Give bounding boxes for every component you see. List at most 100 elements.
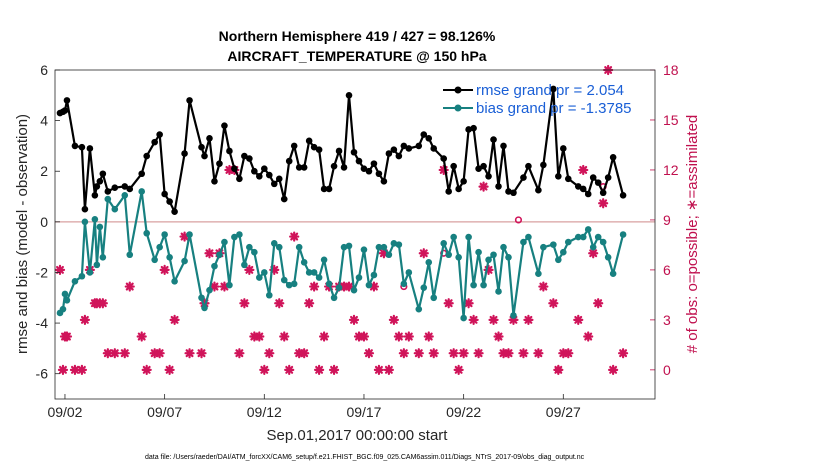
bias-point [320,256,328,264]
y2-tick-label: 9 [663,212,671,228]
assimilated-obs-marker [488,314,499,325]
bias-point [275,243,283,251]
rmse-point [440,155,448,162]
bias-point [325,280,333,288]
rmse-point [525,162,532,170]
assimilated-obs-marker [593,298,604,309]
assimilated-obs-marker [284,364,295,375]
bias-point [589,243,597,251]
bias-point [535,270,542,278]
bias-point [579,233,587,241]
bias-point [186,231,193,238]
legend-rmse-label: rmse grand pr = 2.054 [476,82,624,99]
bias-point [500,243,507,251]
bias-point [420,284,428,291]
assimilated-obs-marker [448,348,459,359]
rmse-point [121,183,129,190]
rmse-point [604,174,612,181]
rmse-point [280,195,288,203]
bias-point [604,253,612,261]
assimilated-obs-marker [373,364,385,375]
bias-point [599,238,607,246]
bias-point [360,246,368,253]
rmse-point [495,183,502,190]
assimilated-obs-marker [493,331,504,342]
rmse-point [350,148,358,156]
bias-point [156,243,163,251]
rmse-point [609,154,617,161]
bias-point [126,251,134,259]
y2-tick-label: 18 [663,62,679,78]
assimilated-obs-marker [573,314,584,325]
bias-point [560,248,567,256]
bias-point [390,240,398,247]
rmse-point [560,145,567,152]
bias-point [161,231,168,238]
y-tick-label: 6 [40,62,48,78]
assimilated-obs-marker [383,364,394,375]
rmse-point [330,162,338,170]
rmse-point [500,142,507,150]
bias-point [594,233,602,241]
rmse-point [390,146,398,154]
assimilated-obs-marker [608,364,619,375]
bias-point [138,188,146,195]
x-tick-label: 09/17 [346,404,381,420]
bias-point [485,256,492,264]
rmse-point [171,208,178,216]
rmse-point [99,170,107,178]
assimilated-obs-marker [363,348,375,359]
rmse-point [460,178,467,185]
y-tick-label: -4 [36,315,49,331]
legend: rmse grand pr = 2.054 bias grand pr = -1… [443,82,632,117]
bias-series-layer [56,188,627,322]
rmse-point [310,143,318,151]
rmse-point [231,165,238,172]
rmse-point [335,147,343,155]
rmse-point [143,152,150,160]
x-tick-label: 09/12 [247,404,282,420]
bias-point [96,223,104,231]
rmse-point [221,122,228,129]
rmse-point [510,189,517,197]
bias-point [425,259,433,266]
plot-frame [54,69,656,400]
rmse-point [285,157,293,165]
x-tick-label: 09/07 [147,404,182,420]
assimilated-obs-marker [159,264,170,275]
bias-point [151,256,158,264]
rmse-point [265,171,273,179]
rmse-point [365,167,373,175]
assimilated-obs-marker [76,364,88,375]
rmse-point [619,191,627,199]
bias-point [231,233,238,241]
bias-point [295,243,303,251]
assimilated-obs-marker [348,314,360,325]
bias-point [226,281,233,289]
bias-point [265,291,273,299]
rmse-point [300,164,308,171]
bias-point [584,226,592,233]
bias-point [345,242,353,250]
bias-point [365,281,373,289]
bias-point [290,280,298,288]
rmse-point [400,142,408,150]
assimilated-obs-marker [423,331,434,342]
rmse-point [181,150,188,157]
assimilated-obs-marker [398,348,409,359]
bias-point [619,231,627,238]
bias-point [350,286,358,294]
rmse-point [226,147,233,155]
rmse-point [584,190,592,198]
rmse-point [295,164,303,171]
bias-point [315,274,323,281]
assimilated-obs-marker [319,331,330,342]
rmse-point [480,162,487,170]
assimilated-obs-marker [136,331,147,342]
bias-point [171,278,178,285]
bias-point [63,297,71,304]
rmse-point [340,164,348,171]
rmse-point [320,185,328,193]
bias-point [490,251,497,259]
rmse-point [425,135,433,142]
